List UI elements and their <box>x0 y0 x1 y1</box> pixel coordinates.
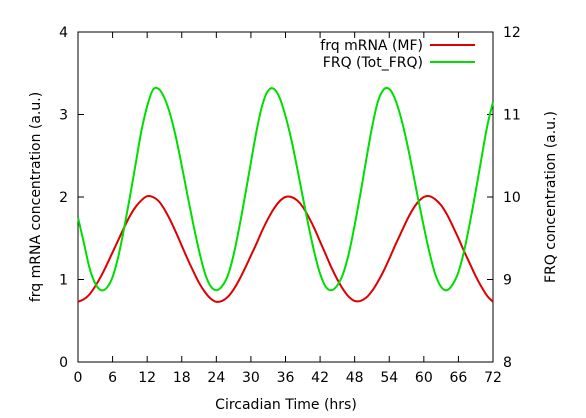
x-tick-label: 18 <box>173 370 191 386</box>
legend: frq mRNA (MF) FRQ (Tot_FRQ) <box>320 38 475 71</box>
x-axis: 0 6 12 18 24 30 36 42 48 54 60 66 72 <box>74 32 502 386</box>
y2-tick-label: 8 <box>503 355 512 371</box>
x-tick-label: 6 <box>108 370 117 386</box>
y-tick-label: 2 <box>59 190 68 206</box>
x-tick-label: 72 <box>484 370 502 386</box>
x-tick-label: 54 <box>380 370 398 386</box>
legend-label-mrna: frq mRNA (MF) <box>320 38 423 54</box>
x-tick-label: 30 <box>242 370 260 386</box>
y2-tick-label: 12 <box>503 25 521 41</box>
x-tick-label: 42 <box>311 370 329 386</box>
x-tick-label: 12 <box>138 370 156 386</box>
x-tick-label: 60 <box>415 370 433 386</box>
x-tick-label: 0 <box>74 370 83 386</box>
y2-tick-label: 10 <box>503 190 521 206</box>
y-tick-label: 3 <box>59 108 68 124</box>
series-line-frq-mrna <box>77 194 494 303</box>
legend-label-frq: FRQ (Tot_FRQ) <box>323 55 423 71</box>
y-axis-right-title: FRQ concentration (a.u.) <box>543 111 559 283</box>
y-axis-right: 8 9 10 11 12 <box>487 25 521 371</box>
y2-tick-label: 11 <box>503 108 521 124</box>
y2-tick-label: 9 <box>503 273 512 289</box>
y-axis-left-title: frq mRNA concentration (a.u.) <box>28 92 44 302</box>
x-tick-label: 24 <box>207 370 225 386</box>
series-line-frq-protein <box>77 86 494 292</box>
x-axis-title: Circadian Time (hrs) <box>215 397 357 413</box>
x-tick-label: 36 <box>277 370 295 386</box>
y-tick-label: 1 <box>59 273 68 289</box>
y-tick-label: 0 <box>59 355 68 371</box>
x-tick-label: 66 <box>450 370 468 386</box>
series-layer <box>77 86 494 303</box>
y-axis-left: 0 1 2 3 4 <box>59 25 84 371</box>
x-tick-label: 48 <box>346 370 364 386</box>
y-tick-label: 4 <box>59 25 68 41</box>
